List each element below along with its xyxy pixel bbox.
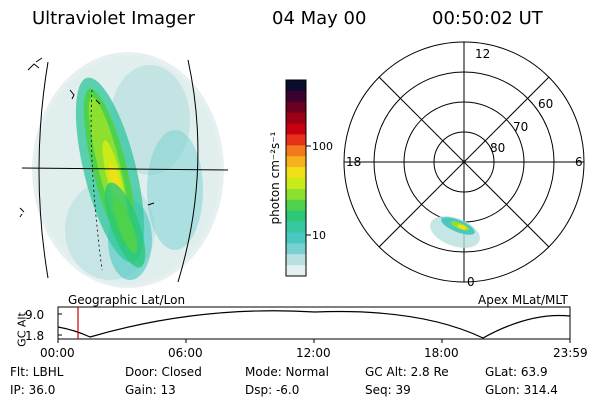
colorbar-segment (286, 167, 306, 179)
colorbar-tick-label-100: 100 (312, 140, 333, 153)
altitude-xtick-1200: 12:00 (296, 346, 331, 360)
date-label: 04 May 00 (272, 8, 367, 29)
status-mode: Mode: Normal (245, 365, 329, 379)
colorbar-segment (286, 178, 306, 190)
polar-plot (343, 41, 585, 283)
polar-lat-80: 80 (490, 141, 506, 155)
status-filter: Flt: LBHL (10, 365, 64, 379)
altitude-xtick-0600: 06:00 (168, 346, 203, 360)
colorbar-segment (286, 156, 306, 168)
colorbar-segment (286, 199, 306, 212)
colorbar-segment (286, 112, 306, 125)
colorbar-segment (286, 243, 306, 255)
polar-mlt-18: 18 (346, 155, 362, 169)
geographic-caption: Geographic Lat/Lon (68, 293, 186, 307)
status-glat: GLat: 63.9 (485, 365, 548, 379)
altitude-xtick-1800: 18:00 (424, 346, 459, 360)
colorbar-segment (286, 221, 306, 233)
altitude-curve (57, 310, 571, 339)
status-glon: GLon: 314.4 (485, 383, 558, 397)
status-dsp: Dsp: -6.0 (245, 383, 300, 397)
colorbar-segment (286, 101, 306, 114)
geographic-image (19, 52, 229, 288)
altitude-ytick-9: 9.0 (25, 308, 45, 322)
colorbar-tick-label-10: 10 (312, 229, 326, 242)
altitude-ytick-1-8: 1.8 (25, 329, 45, 343)
colorbar-segment (286, 210, 306, 223)
polar-lat-70: 70 (513, 120, 529, 134)
altitude-xtick-2359: 23:59 (553, 346, 588, 360)
colorbar-segment (286, 90, 306, 103)
colorbar-frame (285, 79, 307, 277)
colorbar-segment (286, 265, 306, 277)
polar-caption: Apex MLat/MLT (478, 293, 568, 307)
altitude-xtick-0000: 00:00 (40, 346, 75, 360)
status-seq: Seq: 39 (365, 383, 411, 397)
time-label: 00:50:02 UT (432, 8, 543, 29)
status-gain: Gain: 13 (125, 383, 176, 397)
colorbar-segment (286, 232, 306, 244)
colorbar-segment (286, 80, 306, 92)
colorbar-segment (286, 123, 306, 135)
polar-mlt-12: 12 (475, 47, 491, 61)
status-gc-alt: GC Alt: 2.8 Re (365, 365, 449, 379)
colorbar-segment (286, 134, 306, 146)
colorbar-unit-label: photon cm⁻²s⁻¹ (268, 131, 282, 225)
status-door: Door: Closed (125, 365, 202, 379)
altitude-plot (57, 306, 571, 343)
status-ip: IP: 36.0 (10, 383, 56, 397)
polar-lat-60: 60 (538, 97, 554, 111)
colorbar-segment (286, 145, 306, 157)
polar-mlt-6: 6 (575, 155, 583, 169)
colorbar-segment (286, 188, 306, 201)
instrument-title: Ultraviolet Imager (32, 8, 195, 29)
colorbar-segment (286, 254, 306, 266)
polar-mlt-0: 0 (467, 275, 475, 289)
colorbar (286, 80, 306, 277)
polar-aurora (430, 216, 480, 248)
